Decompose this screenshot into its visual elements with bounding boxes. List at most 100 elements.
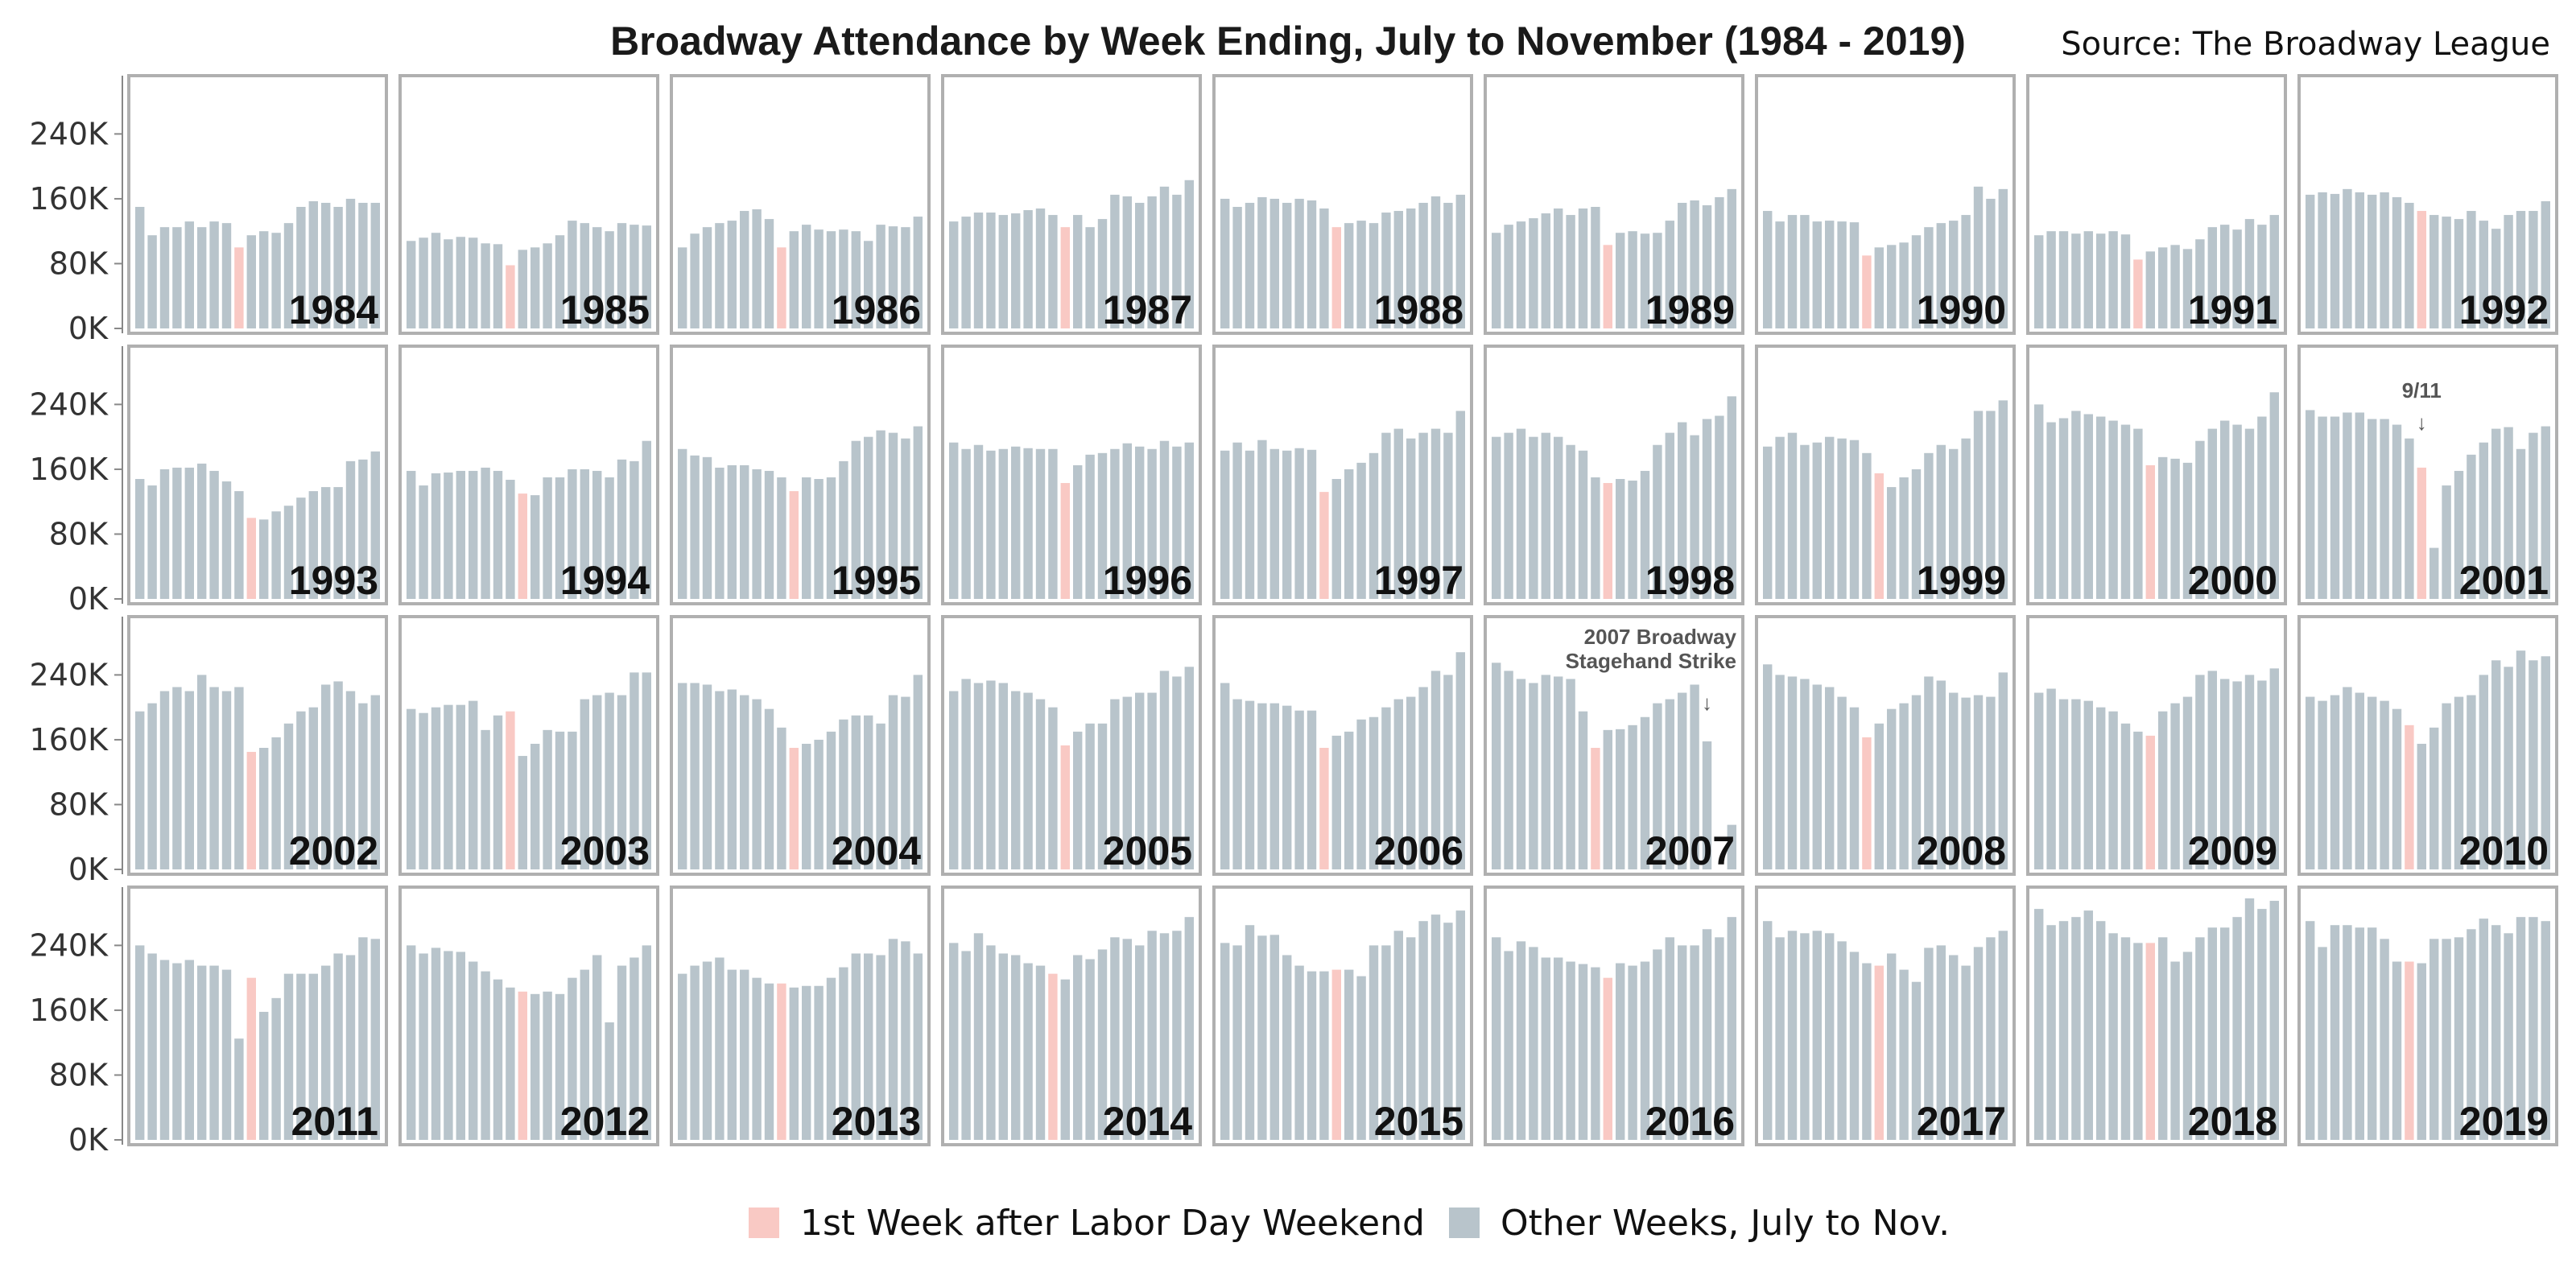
bar-week: [2343, 925, 2352, 1140]
bar-week: [1825, 933, 1835, 1140]
bar-week: [1899, 242, 1909, 328]
bar-week: [506, 987, 515, 1140]
bar-week: [1418, 687, 1428, 869]
bar-week: [1690, 684, 1699, 869]
bar-week: [2096, 921, 2106, 1140]
bar-week: [2491, 229, 2501, 328]
panel-2019: 2019: [2297, 886, 2558, 1146]
panel-year-label: 2002: [289, 828, 378, 873]
bar-week: [1800, 444, 1810, 599]
bar-week: [876, 955, 886, 1140]
bar-week: [283, 506, 294, 599]
panel-year-label: 1984: [289, 287, 378, 332]
bar-week: [2392, 961, 2402, 1140]
bar-week: [2034, 235, 2044, 328]
panel-1996: 1996: [941, 345, 1202, 605]
bar-week: [1269, 703, 1279, 869]
bar-week: [2046, 422, 2056, 599]
panel-2003: 2003: [398, 615, 659, 876]
panel-frame: [2026, 615, 2287, 876]
bar-labor-day-week: [1603, 483, 1612, 599]
bar-week: [2244, 219, 2255, 328]
bar-week: [568, 977, 577, 1140]
bar-week: [1172, 931, 1182, 1140]
bar-week: [172, 227, 182, 328]
bar-week: [555, 477, 565, 599]
bar-week: [1678, 202, 1687, 328]
bar-week: [2195, 675, 2205, 869]
bar-week: [814, 985, 824, 1140]
bar-week: [1578, 450, 1588, 599]
bar-week: [1060, 979, 1070, 1140]
bar-week: [1678, 692, 1687, 869]
bar-week: [2368, 927, 2377, 1140]
bar-week: [1406, 696, 1416, 869]
bar-week: [1936, 223, 1946, 328]
bar-week: [1665, 432, 1674, 599]
bar-week: [851, 715, 861, 869]
panel-frame: [2026, 886, 2287, 1146]
bar-week: [1443, 675, 1453, 869]
panel-1993: 1993: [127, 345, 388, 605]
bar-week: [1800, 679, 1810, 869]
bar-week: [1122, 696, 1132, 869]
bar-week: [2330, 925, 2340, 1140]
bar-week: [2244, 428, 2255, 599]
bar-week: [1122, 196, 1132, 328]
bar-week: [2516, 211, 2526, 328]
bar-week: [568, 469, 577, 599]
bar-week: [1924, 676, 1934, 869]
panel-frame: [2297, 74, 2558, 335]
bar-week: [1973, 947, 1984, 1140]
panel-2004: 2004: [670, 615, 931, 876]
bar-week: [678, 683, 687, 869]
bar-week: [1763, 211, 1773, 328]
bar-week: [617, 695, 627, 869]
bar-week: [1110, 699, 1120, 869]
bar-week: [1973, 186, 1984, 328]
panel-frame: [670, 74, 931, 335]
bar-week: [271, 737, 281, 869]
bar-week: [1653, 233, 1662, 328]
bar-week: [802, 477, 811, 599]
bar-week: [1294, 198, 1304, 328]
panel-frame: [670, 886, 931, 1146]
panel-year-label: 2017: [1917, 1099, 2006, 1144]
bar-week: [2071, 699, 2081, 869]
bar-week: [1727, 188, 1736, 328]
bar-week: [259, 748, 269, 869]
bar-week: [2454, 470, 2464, 599]
bar-week: [2491, 428, 2501, 599]
bar-week: [1516, 941, 1526, 1140]
bar-week: [727, 689, 737, 869]
bar-week: [851, 231, 861, 328]
bar-week: [2207, 227, 2217, 328]
bar-labor-day-week: [1331, 969, 1341, 1140]
bar-week: [777, 727, 786, 869]
bar-week: [444, 239, 453, 328]
bar-labor-day-week: [246, 977, 256, 1140]
bar-week: [1578, 208, 1588, 328]
bar-week: [1616, 729, 1625, 869]
bar-week: [419, 237, 428, 328]
bar-week: [1048, 215, 1058, 328]
bar-week: [901, 227, 910, 328]
bar-week: [2541, 921, 2550, 1140]
bar-week: [2120, 937, 2131, 1140]
bar-week: [1356, 462, 1366, 599]
bar-week: [197, 675, 207, 869]
bar-week: [444, 951, 453, 1140]
bar-week: [1554, 436, 1563, 599]
bar-week: [1616, 479, 1625, 599]
bar-week: [864, 241, 873, 328]
bar-week: [764, 470, 774, 599]
bar-week: [1998, 672, 2008, 869]
bar-week: [2207, 428, 2217, 599]
bar-week: [592, 955, 602, 1140]
bar-week: [1344, 731, 1354, 869]
bar-week: [555, 731, 565, 869]
bar-week: [1110, 194, 1120, 328]
bar-week: [1554, 208, 1563, 328]
bar-week: [1554, 676, 1563, 869]
bar-week: [1715, 415, 1724, 599]
